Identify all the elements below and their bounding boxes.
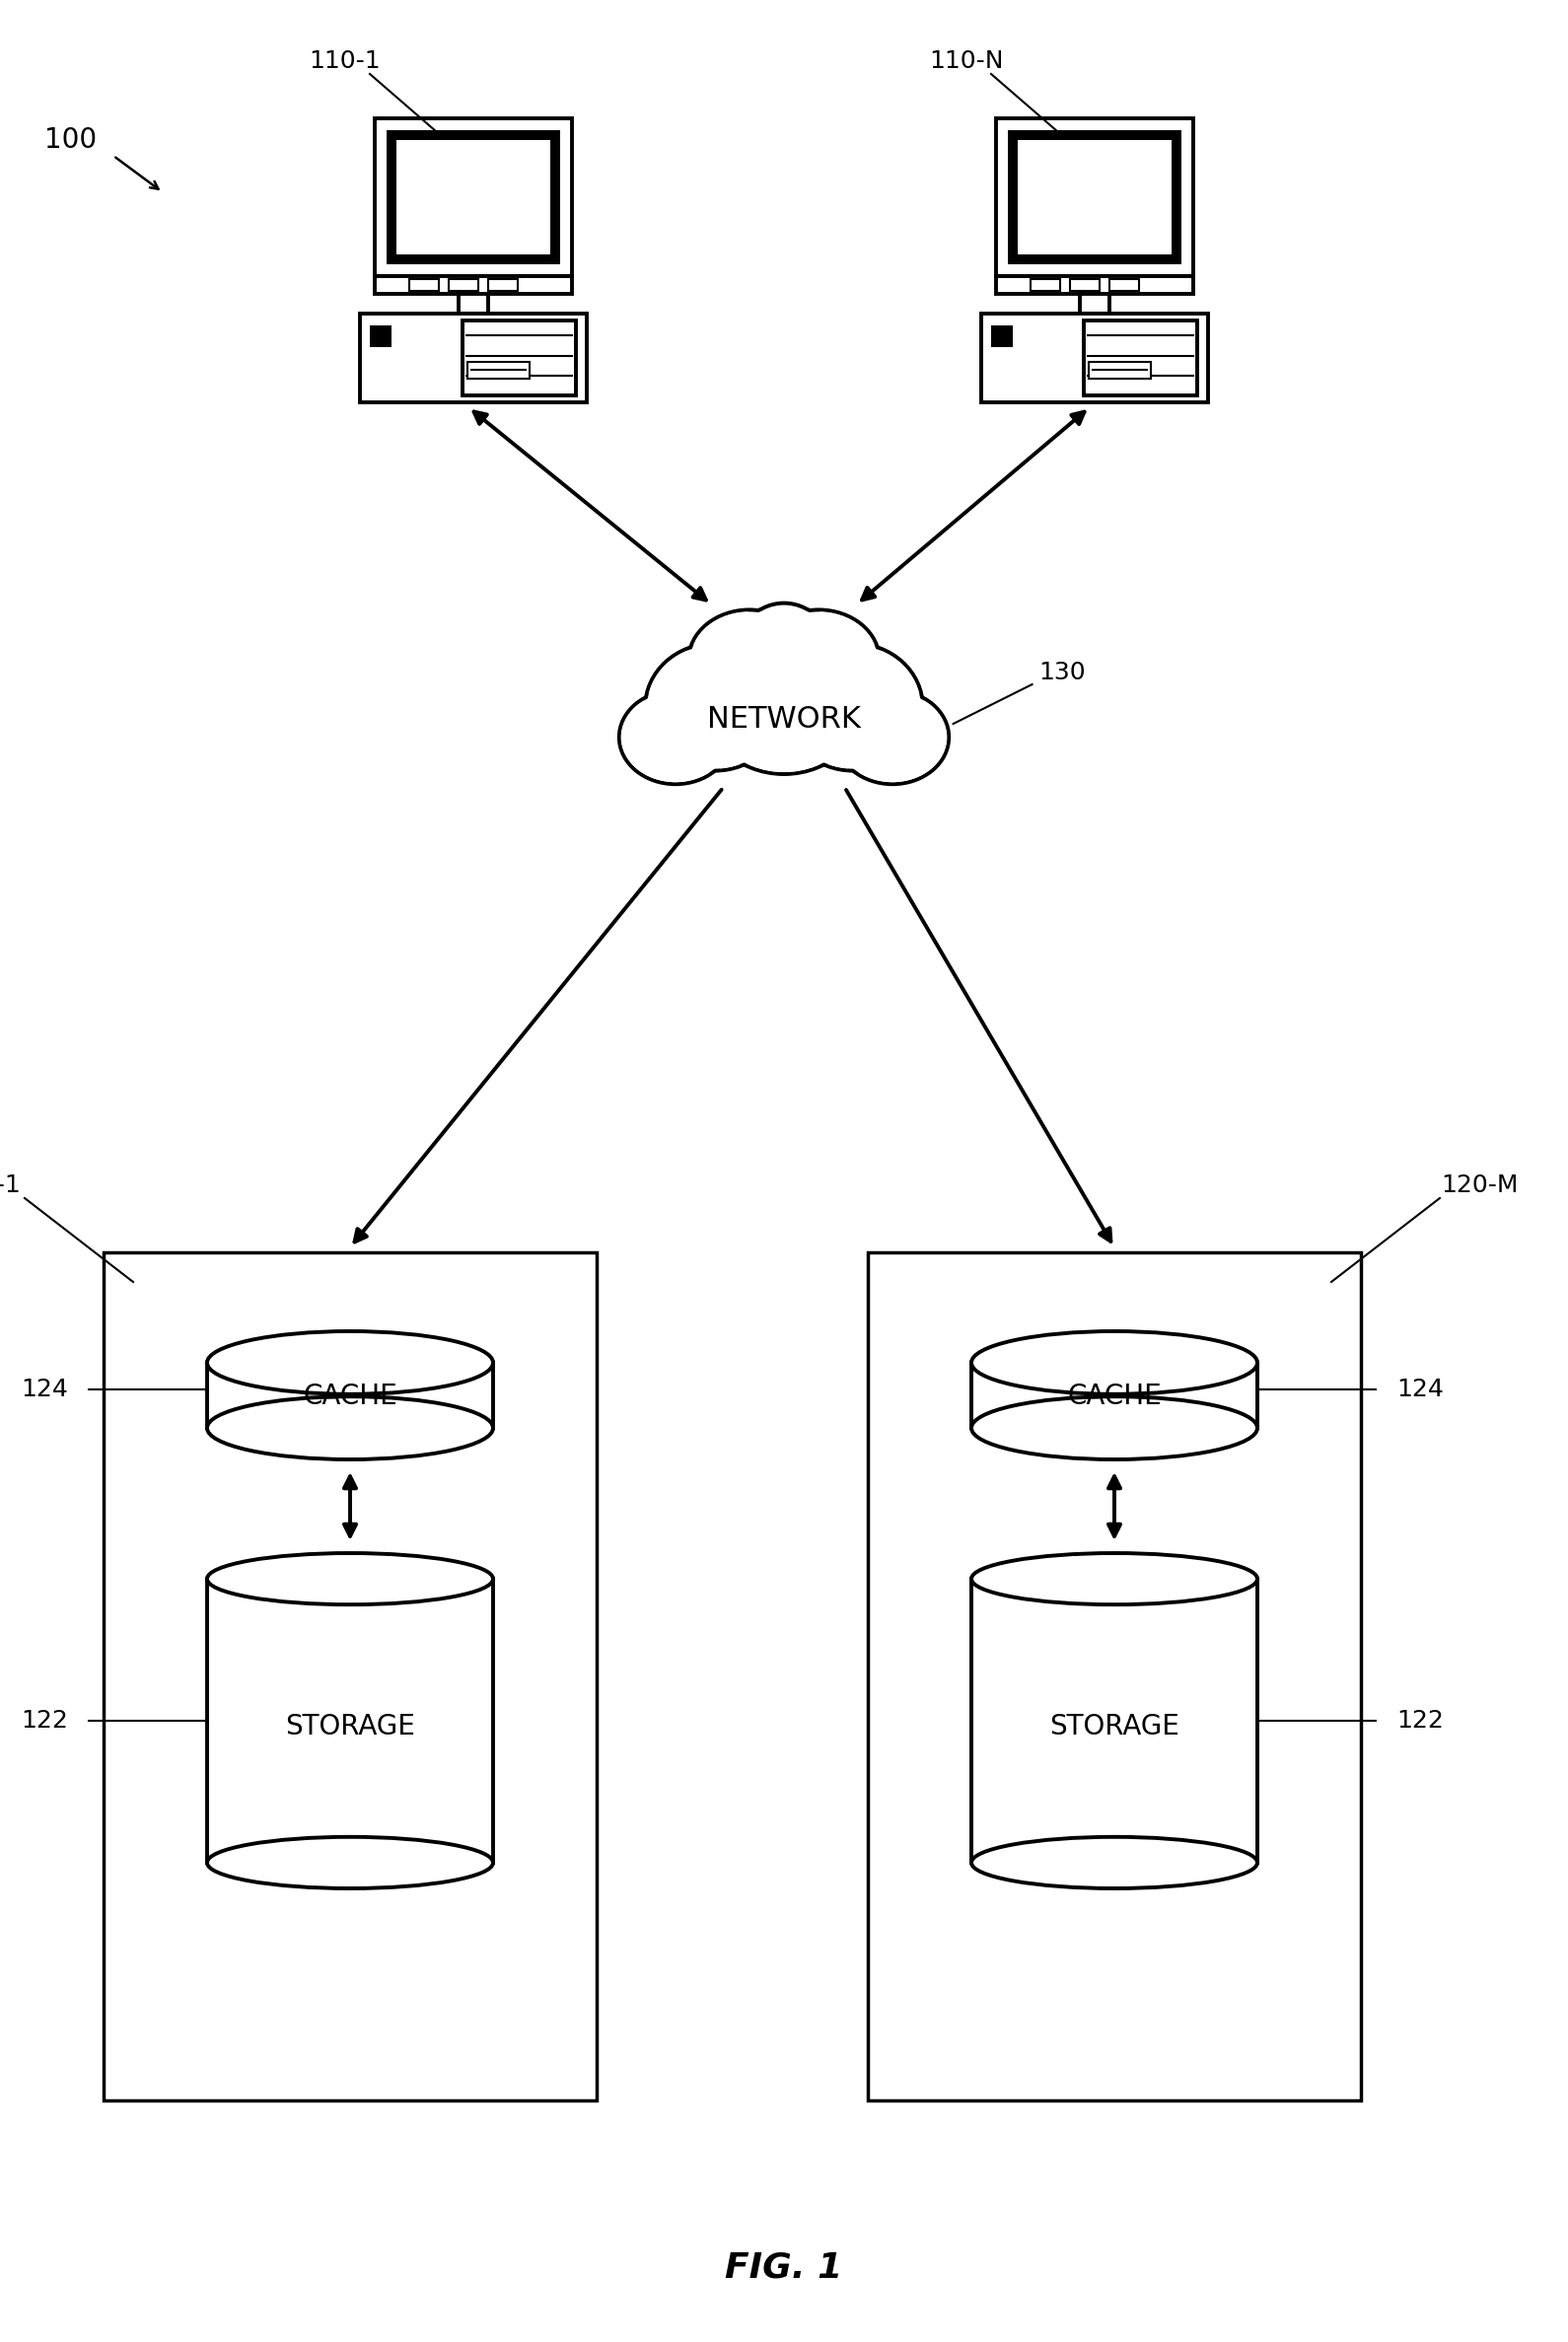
Text: STORAGE: STORAGE: [1049, 1712, 1179, 1740]
Bar: [397, 141, 550, 255]
Text: 122: 122: [20, 1710, 67, 1733]
Bar: [1080, 293, 1110, 314]
Bar: [982, 314, 1207, 403]
Bar: [467, 361, 530, 379]
Ellipse shape: [648, 646, 782, 768]
Ellipse shape: [837, 693, 947, 782]
Ellipse shape: [760, 611, 878, 707]
Ellipse shape: [971, 1836, 1258, 1888]
Ellipse shape: [971, 1553, 1258, 1604]
Bar: [207, 1363, 492, 1429]
Bar: [1069, 279, 1099, 290]
Text: 110-1: 110-1: [309, 49, 381, 73]
Bar: [1018, 141, 1171, 255]
Ellipse shape: [740, 604, 828, 684]
Text: 120-1: 120-1: [0, 1173, 20, 1197]
Ellipse shape: [207, 1836, 492, 1888]
Bar: [1008, 131, 1181, 265]
Text: STORAGE: STORAGE: [285, 1712, 416, 1740]
Bar: [996, 119, 1193, 276]
Bar: [1110, 279, 1138, 290]
Bar: [361, 314, 586, 403]
Ellipse shape: [644, 644, 784, 771]
Text: NETWORK: NETWORK: [707, 705, 861, 733]
Bar: [867, 1253, 1361, 2101]
Ellipse shape: [784, 644, 924, 771]
Ellipse shape: [743, 604, 825, 682]
Ellipse shape: [971, 1330, 1258, 1393]
Ellipse shape: [698, 607, 870, 775]
Text: 120-M: 120-M: [1441, 1173, 1518, 1197]
Text: CACHE: CACHE: [1068, 1382, 1162, 1410]
Ellipse shape: [971, 1396, 1258, 1459]
Bar: [409, 279, 439, 290]
Bar: [207, 1579, 492, 1862]
Text: 124: 124: [20, 1377, 67, 1401]
Bar: [375, 119, 572, 276]
Ellipse shape: [207, 1330, 492, 1393]
Text: 124: 124: [1397, 1377, 1444, 1401]
Bar: [991, 326, 1013, 347]
Bar: [370, 326, 392, 347]
Ellipse shape: [690, 611, 808, 707]
Bar: [458, 293, 488, 314]
Ellipse shape: [699, 609, 869, 773]
Ellipse shape: [207, 1553, 492, 1604]
Bar: [1083, 321, 1196, 396]
Ellipse shape: [688, 609, 811, 710]
Ellipse shape: [619, 691, 732, 785]
Bar: [971, 1363, 1258, 1429]
Bar: [1088, 361, 1151, 379]
Text: 130: 130: [1038, 660, 1085, 684]
Text: FIG. 1: FIG. 1: [724, 2251, 844, 2286]
Ellipse shape: [757, 609, 880, 710]
Ellipse shape: [207, 1396, 492, 1459]
Bar: [103, 1253, 597, 2101]
Bar: [971, 1579, 1258, 1862]
Bar: [448, 279, 478, 290]
Bar: [996, 276, 1193, 293]
Ellipse shape: [621, 693, 731, 782]
Bar: [387, 131, 560, 265]
Ellipse shape: [836, 691, 949, 785]
Bar: [375, 276, 572, 293]
Bar: [488, 279, 517, 290]
Ellipse shape: [786, 646, 920, 768]
Text: CACHE: CACHE: [303, 1382, 397, 1410]
Text: 122: 122: [1397, 1710, 1444, 1733]
Text: 100: 100: [45, 126, 97, 155]
Text: 110-N: 110-N: [930, 49, 1004, 73]
Bar: [1030, 279, 1060, 290]
Bar: [463, 321, 575, 396]
